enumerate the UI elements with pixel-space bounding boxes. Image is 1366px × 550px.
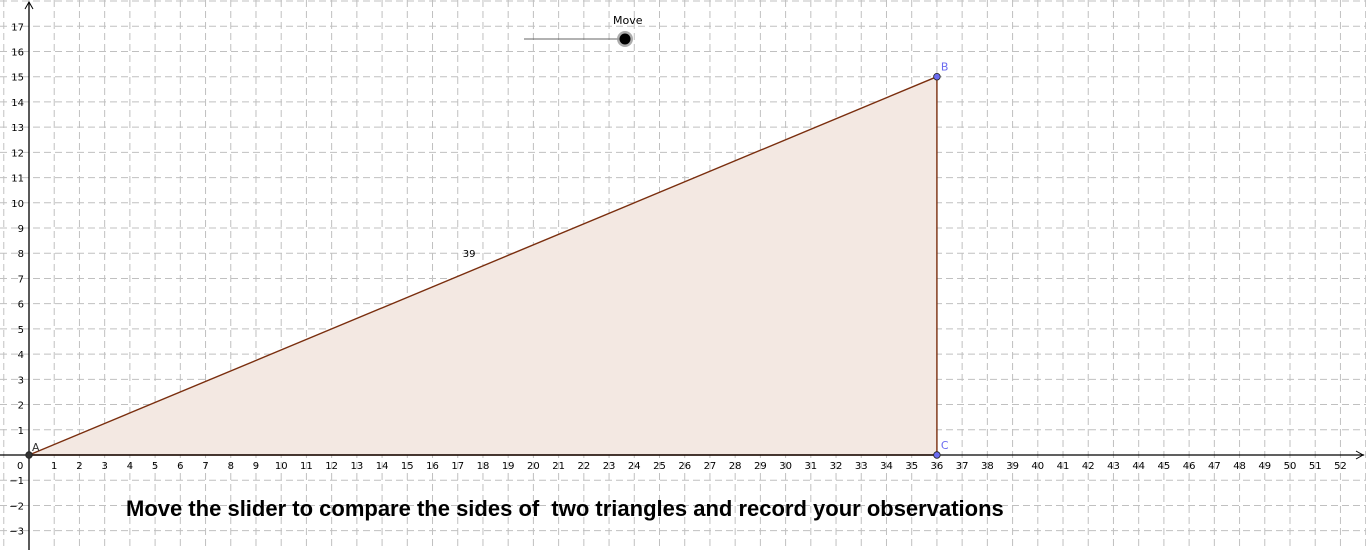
x-tick-label: 4 (127, 461, 133, 472)
x-tick-label: 23 (603, 461, 616, 472)
y-tick-label: −3 (9, 527, 24, 538)
x-tick-label: 1 (51, 461, 57, 472)
hypotenuse-length-label: 39 (463, 249, 476, 260)
y-tick-label: 9 (18, 224, 24, 235)
y-tick-label: 7 (18, 274, 24, 285)
x-tick-label: 13 (350, 461, 363, 472)
x-tick-label: 30 (779, 461, 792, 472)
x-tick-label: 15 (401, 461, 414, 472)
x-tick-label: 36 (931, 461, 944, 472)
point-label-a: A (32, 441, 40, 454)
y-tick-label: 17 (11, 22, 24, 33)
points: A B C (25, 61, 949, 459)
y-tick-label: 14 (11, 98, 24, 109)
x-tick-label: 31 (804, 461, 817, 472)
x-tick-label: 5 (152, 461, 158, 472)
x-tick-label: 10 (275, 461, 288, 472)
x-tick-label: 47 (1208, 461, 1221, 472)
x-tick-label: 37 (956, 461, 969, 472)
x-tick-label: 42 (1082, 461, 1095, 472)
x-tick-label: 52 (1334, 461, 1347, 472)
y-tick-label: 13 (11, 123, 24, 134)
y-tick-label: 16 (11, 47, 24, 58)
slider-label: Move (613, 14, 643, 27)
x-tick-label: 43 (1107, 461, 1120, 472)
x-tick-label: 19 (502, 461, 515, 472)
y-tick-label: 10 (11, 199, 24, 210)
y-tick-label: 2 (18, 401, 24, 412)
y-tick-label: 5 (18, 325, 24, 336)
y-tick-label: 11 (11, 174, 24, 185)
y-tick-label: 1 (18, 426, 24, 437)
x-tick-label: 28 (729, 461, 742, 472)
y-tick-label: 12 (11, 148, 24, 159)
x-tick-label: 45 (1158, 461, 1171, 472)
triangle-abc[interactable] (29, 76, 937, 455)
x-tick-label: 38 (981, 461, 994, 472)
slider-handle[interactable] (617, 31, 633, 47)
x-tick-label: 49 (1258, 461, 1271, 472)
y-tick-label: 8 (18, 249, 24, 260)
x-tick-label: 48 (1233, 461, 1246, 472)
x-tick-label: 24 (628, 461, 641, 472)
x-tick-label: 7 (202, 461, 208, 472)
point-c[interactable] (933, 451, 941, 459)
x-tick-label: 16 (426, 461, 439, 472)
x-axis-arrow-icon (1355, 450, 1365, 460)
x-tick-label: 11 (300, 461, 313, 472)
x-tick-label: 51 (1309, 461, 1322, 472)
x-tick-label: 34 (880, 461, 893, 472)
x-tick-label: 3 (101, 461, 107, 472)
x-tick-label: 6 (177, 461, 183, 472)
x-tick-label: 12 (325, 461, 338, 472)
x-tick-label: 33 (855, 461, 868, 472)
x-tick-label: 44 (1132, 461, 1145, 472)
point-a[interactable] (25, 451, 33, 459)
x-tick-label: 0 (17, 461, 23, 472)
x-tick-label: 29 (754, 461, 767, 472)
y-tick-label: 3 (18, 375, 24, 386)
x-tick-label: 2 (76, 461, 82, 472)
y-tick-label: 15 (11, 73, 24, 84)
x-tick-label: 20 (527, 461, 540, 472)
x-tick-label: 14 (376, 461, 389, 472)
x-tick-label: 18 (477, 461, 490, 472)
x-tick-label: 32 (830, 461, 843, 472)
instruction-text: Move the slider to compare the sides of … (126, 496, 1004, 521)
y-axis-arrow-icon (24, 0, 34, 10)
y-tick-label: 6 (18, 300, 24, 311)
x-tick-label: 50 (1284, 461, 1297, 472)
y-tick-label: −2 (9, 501, 24, 512)
x-tick-label: 39 (1006, 461, 1019, 472)
x-tick-label: 41 (1057, 461, 1070, 472)
point-label-c: C (941, 439, 949, 452)
x-tick-label: 35 (905, 461, 918, 472)
point-b[interactable] (933, 72, 941, 81)
x-tick-label: 46 (1183, 461, 1196, 472)
x-tick-label: 40 (1031, 461, 1044, 472)
x-tick-label: 26 (678, 461, 691, 472)
tick-labels: 0 1 2 3 4 5 6 7 8 9 10 11 12 13 14 15 16 17 18 19 20 21 22 23 24… (9, 22, 1347, 537)
x-tick-label: 21 (552, 461, 565, 472)
x-tick-label: 8 (228, 461, 234, 472)
point-label-b: B (941, 61, 949, 74)
x-tick-label: 27 (704, 461, 717, 472)
y-tick-label: 4 (18, 350, 24, 361)
triangle-side (28, 76, 938, 456)
x-tick-label: 25 (653, 461, 666, 472)
x-tick-label: 17 (451, 461, 464, 472)
y-tick-label: −1 (9, 476, 24, 487)
x-tick-label: 9 (253, 461, 259, 472)
x-tick-label: 22 (577, 461, 590, 472)
